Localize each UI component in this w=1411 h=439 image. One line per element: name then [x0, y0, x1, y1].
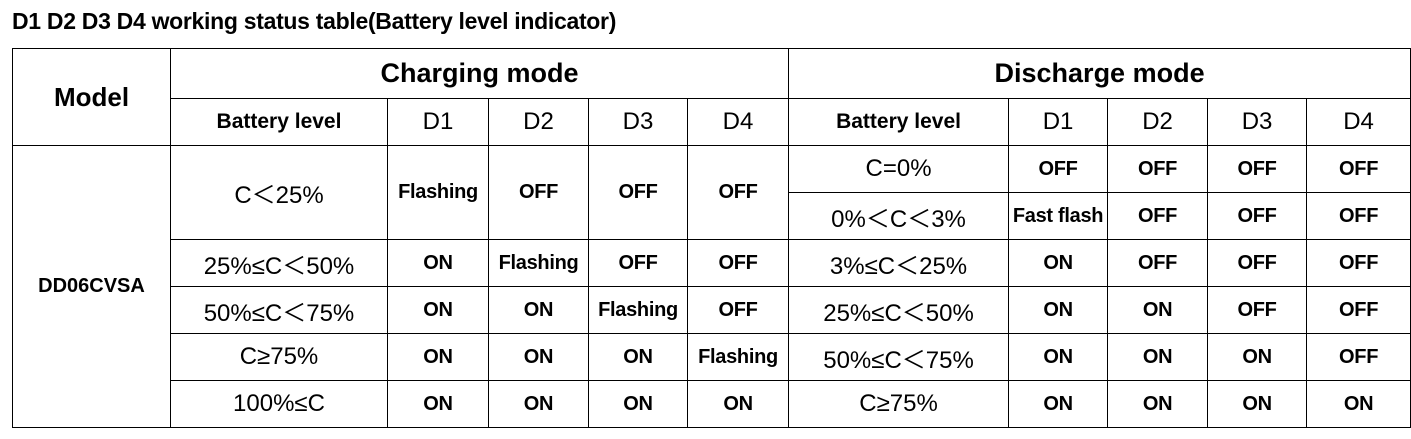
charging-led-state: ON — [588, 333, 688, 381]
table-row: 50%≤C＜75% ON ON Flashing OFF 25%≤C＜50% ON ON OFF… — [13, 286, 1411, 334]
discharge-led-state: ON — [1107, 380, 1209, 428]
charging-led-state: OFF — [588, 145, 688, 240]
discharge-led-state: ON — [1008, 286, 1109, 334]
charging-led-state: Flashing — [488, 239, 589, 287]
discharge-battery-level: C=0% — [788, 145, 1010, 193]
discharge-battery-level: 50%≤C＜75% — [788, 333, 1010, 381]
discharge-led-state: ON — [1207, 333, 1308, 381]
discharge-battery-level-header: Battery level — [788, 98, 1010, 146]
discharge-led-state: OFF — [1107, 145, 1209, 193]
discharge-led-state: OFF — [1306, 333, 1411, 381]
charging-led-state: ON — [488, 286, 589, 334]
charging-battery-level-header: Battery level — [170, 98, 388, 146]
charging-led-state: OFF — [686, 239, 790, 287]
discharge-led-state: OFF — [1207, 286, 1308, 334]
charging-led-state: Flashing — [686, 333, 790, 381]
discharge-led-state: ON — [1008, 333, 1109, 381]
discharge-led-state: ON — [1207, 380, 1308, 428]
charging-led-state: OFF — [488, 145, 589, 240]
discharge-led-state: OFF — [1207, 145, 1308, 193]
discharge-battery-level: 25%≤C＜50% — [788, 286, 1010, 334]
discharge-battery-level: 0%＜C＜3% — [788, 192, 1010, 240]
status-table: Model Charging mode Discharge mode Batte… — [12, 48, 1411, 428]
charging-battery-level: 50%≤C＜75% — [170, 286, 388, 334]
model-header: Model — [12, 48, 171, 146]
charging-led-state: Flashing — [588, 286, 688, 334]
charging-led-state: ON — [488, 380, 589, 428]
charging-led-state: OFF — [686, 145, 790, 240]
model-name: DD06CVSA — [12, 145, 171, 428]
discharge-led-state: Fast flash — [1008, 192, 1109, 240]
charging-led-header: D2 — [488, 98, 589, 146]
discharge-led-state: ON — [1008, 239, 1109, 287]
charging-led-state: ON — [387, 239, 489, 287]
discharge-led-state: OFF — [1008, 145, 1109, 193]
discharge-led-state: ON — [1306, 380, 1411, 428]
discharge-led-state: ON — [1107, 333, 1209, 381]
table-row: C≥75% ON ON ON Flashing 50%≤C＜75% ON ON ON OFF — [13, 333, 1411, 381]
charging-led-header: D3 — [588, 98, 688, 146]
table-row: 25%≤C＜50% ON Flashing OFF OFF 3%≤C＜25% ON OFF OF… — [13, 239, 1411, 287]
discharge-led-header: D4 — [1306, 98, 1411, 146]
discharge-led-header: D3 — [1207, 98, 1308, 146]
charging-mode-header: Charging mode — [169, 48, 790, 99]
charging-led-state: OFF — [686, 286, 790, 334]
charging-led-state: ON — [488, 333, 589, 381]
discharge-battery-level: 3%≤C＜25% — [788, 239, 1010, 287]
document-title: D1 D2 D3 D4 working status table(Battery… — [12, 8, 617, 34]
charging-battery-level: C＜25% — [170, 145, 388, 240]
charging-led-state: Flashing — [387, 145, 489, 240]
charging-led-state: OFF — [588, 239, 688, 287]
charging-led-state: ON — [686, 380, 790, 428]
table-row: DD06CVSA C＜25% Flashing OFF OFF OFF C=0% OFF OFF… — [12, 145, 1411, 428]
table-row: 100%≤C ON ON ON ON C≥75% ON ON ON ON — [13, 380, 1411, 428]
discharge-led-state: OFF — [1107, 239, 1209, 287]
charging-led-header: D1 — [387, 98, 489, 146]
charging-led-state: ON — [387, 380, 489, 428]
charging-led-header: D4 — [686, 98, 790, 146]
discharge-battery-level: C≥75% — [788, 380, 1010, 428]
charging-led-state: ON — [588, 380, 688, 428]
discharge-led-state: OFF — [1107, 192, 1209, 240]
charging-battery-level: 25%≤C＜50% — [170, 239, 388, 287]
discharge-led-state: ON — [1107, 286, 1209, 334]
discharge-led-state: OFF — [1207, 192, 1308, 240]
discharge-led-state: OFF — [1306, 239, 1411, 287]
charging-led-state: ON — [387, 286, 489, 334]
discharge-led-state: OFF — [1306, 286, 1411, 334]
discharge-led-state: OFF — [1306, 192, 1411, 240]
discharge-mode-header: Discharge mode — [788, 48, 1411, 99]
charging-battery-level: 100%≤C — [170, 380, 388, 428]
charging-battery-level: C≥75% — [170, 333, 388, 381]
discharge-led-state: OFF — [1207, 239, 1308, 287]
discharge-led-header: D2 — [1107, 98, 1209, 146]
table-row: 0%＜C＜3% Fast flash OFF OFF OFF — [13, 192, 1411, 240]
charging-led-state: ON — [387, 333, 489, 381]
discharge-led-state: OFF — [1306, 145, 1411, 193]
discharge-led-header: D1 — [1008, 98, 1109, 146]
discharge-led-state: ON — [1008, 380, 1109, 428]
